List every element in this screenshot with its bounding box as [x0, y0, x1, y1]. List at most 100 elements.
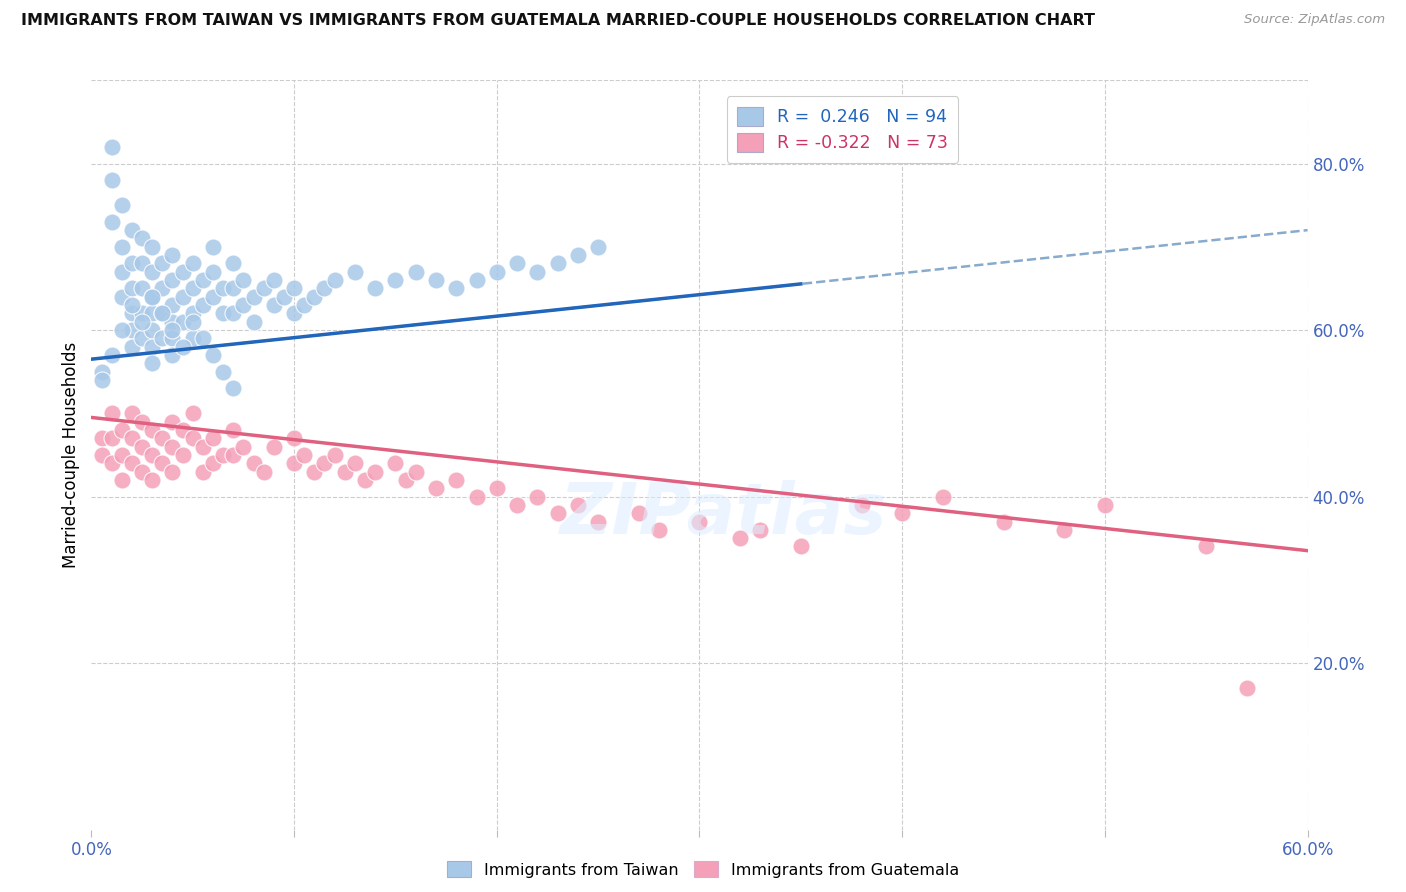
Point — [141, 356, 163, 370]
Point — [485, 265, 508, 279]
Point — [141, 473, 163, 487]
Point — [323, 273, 346, 287]
Point — [273, 290, 295, 304]
Point — [121, 298, 143, 312]
Point — [364, 281, 387, 295]
Point — [283, 431, 305, 445]
Point — [444, 473, 467, 487]
Point — [150, 281, 173, 295]
Point — [222, 448, 245, 462]
Point — [526, 265, 548, 279]
Point — [405, 465, 427, 479]
Point — [547, 506, 569, 520]
Point — [131, 231, 153, 245]
Point — [181, 315, 204, 329]
Point — [1053, 523, 1076, 537]
Point — [547, 256, 569, 270]
Point — [191, 440, 214, 454]
Point — [131, 315, 153, 329]
Point — [141, 340, 163, 354]
Point — [323, 448, 346, 462]
Point — [150, 456, 173, 470]
Point — [242, 290, 264, 304]
Text: Source: ZipAtlas.com: Source: ZipAtlas.com — [1244, 13, 1385, 27]
Point — [121, 306, 143, 320]
Point — [141, 306, 163, 320]
Point — [121, 256, 143, 270]
Point — [172, 340, 194, 354]
Point — [242, 456, 264, 470]
Legend: R =  0.246   N = 94, R = -0.322   N = 73: R = 0.246 N = 94, R = -0.322 N = 73 — [727, 96, 959, 162]
Point — [891, 506, 914, 520]
Point — [191, 465, 214, 479]
Point — [100, 456, 122, 470]
Point — [162, 465, 184, 479]
Point — [586, 240, 609, 254]
Point — [111, 290, 134, 304]
Point — [100, 215, 122, 229]
Point — [100, 173, 122, 187]
Point — [202, 265, 225, 279]
Point — [100, 140, 122, 154]
Text: IMMIGRANTS FROM TAIWAN VS IMMIGRANTS FROM GUATEMALA MARRIED-COUPLE HOUSEHOLDS CO: IMMIGRANTS FROM TAIWAN VS IMMIGRANTS FRO… — [21, 13, 1095, 29]
Point — [100, 348, 122, 362]
Point — [162, 331, 184, 345]
Point — [384, 273, 406, 287]
Point — [111, 423, 134, 437]
Point — [202, 290, 225, 304]
Point — [141, 323, 163, 337]
Point — [100, 431, 122, 445]
Point — [627, 506, 650, 520]
Point — [90, 448, 112, 462]
Point — [90, 373, 112, 387]
Point — [141, 290, 163, 304]
Point — [212, 365, 235, 379]
Point — [232, 273, 254, 287]
Point — [212, 448, 235, 462]
Point — [253, 281, 276, 295]
Point — [222, 281, 245, 295]
Point — [131, 440, 153, 454]
Point — [292, 448, 315, 462]
Point — [162, 248, 184, 262]
Point — [111, 448, 134, 462]
Point — [222, 423, 245, 437]
Point — [222, 306, 245, 320]
Point — [172, 423, 194, 437]
Point — [162, 348, 184, 362]
Point — [202, 348, 225, 362]
Point — [150, 256, 173, 270]
Point — [121, 281, 143, 295]
Point — [993, 515, 1015, 529]
Point — [444, 281, 467, 295]
Point — [121, 456, 143, 470]
Point — [111, 240, 134, 254]
Point — [931, 490, 953, 504]
Point — [425, 273, 447, 287]
Point — [202, 240, 225, 254]
Point — [141, 240, 163, 254]
Point — [343, 265, 366, 279]
Point — [405, 265, 427, 279]
Point — [485, 481, 508, 495]
Point — [263, 273, 285, 287]
Point — [232, 440, 254, 454]
Point — [728, 531, 751, 545]
Point — [90, 365, 112, 379]
Point — [1236, 681, 1258, 695]
Point — [150, 306, 173, 320]
Point — [526, 490, 548, 504]
Point — [506, 498, 529, 512]
Point — [121, 406, 143, 420]
Point — [202, 456, 225, 470]
Point — [212, 306, 235, 320]
Point — [283, 306, 305, 320]
Point — [749, 523, 772, 537]
Point — [202, 431, 225, 445]
Point — [567, 248, 589, 262]
Point — [191, 331, 214, 345]
Legend: Immigrants from Taiwan, Immigrants from Guatemala: Immigrants from Taiwan, Immigrants from … — [440, 855, 966, 884]
Point — [121, 323, 143, 337]
Point — [181, 431, 204, 445]
Point — [1094, 498, 1116, 512]
